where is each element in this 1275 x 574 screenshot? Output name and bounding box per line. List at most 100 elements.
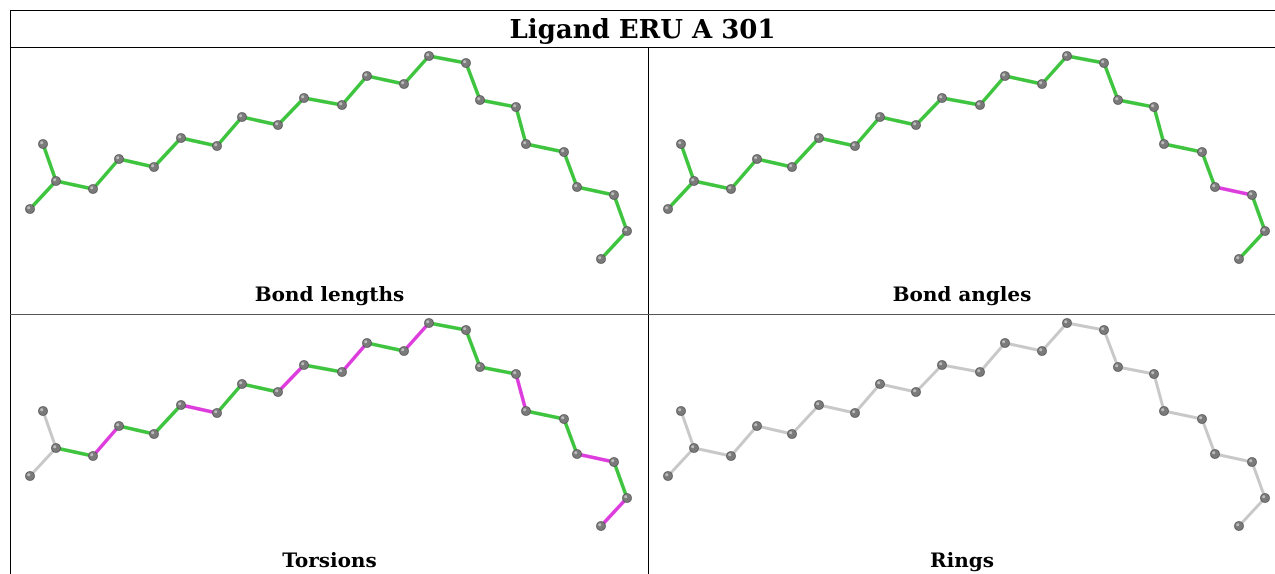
- atom-highlight: [27, 473, 31, 477]
- atom: [176, 400, 186, 410]
- atom-highlight: [178, 402, 182, 406]
- atom-highlight: [665, 473, 669, 477]
- atom-highlight: [1161, 141, 1165, 145]
- bond-angles-structure: [663, 51, 1270, 264]
- atom: [1062, 318, 1072, 328]
- atom: [25, 471, 35, 481]
- atom-highlight: [53, 178, 57, 182]
- atom-highlight: [1212, 451, 1216, 455]
- atom-highlight: [852, 143, 856, 147]
- atom: [475, 362, 485, 372]
- atom-highlight: [728, 186, 732, 190]
- atom-highlight: [90, 453, 94, 457]
- atom-highlight: [913, 389, 917, 393]
- atom: [399, 79, 409, 89]
- atom: [559, 147, 569, 157]
- atom: [663, 471, 673, 481]
- atom: [1149, 369, 1159, 379]
- atom: [622, 226, 632, 236]
- atom: [1099, 325, 1109, 335]
- atom: [475, 95, 485, 105]
- atom: [572, 449, 582, 459]
- atom: [596, 254, 606, 264]
- atom: [424, 318, 434, 328]
- atom: [1234, 254, 1244, 264]
- atom-highlight: [977, 369, 981, 373]
- atom-highlight: [523, 408, 527, 412]
- caption-rings: Rings: [929, 548, 994, 572]
- atom-highlight: [513, 104, 517, 108]
- atom: [663, 204, 673, 214]
- atom: [362, 71, 372, 81]
- atom-highlight: [90, 186, 94, 190]
- atom: [149, 429, 159, 439]
- atom: [337, 100, 347, 110]
- atom: [212, 408, 222, 418]
- atom-highlight: [40, 141, 44, 145]
- atom-highlight: [40, 408, 44, 412]
- atom: [399, 346, 409, 356]
- atom: [911, 120, 921, 130]
- atom: [38, 406, 48, 416]
- atom-highlight: [1151, 371, 1155, 375]
- atom-highlight: [239, 114, 243, 118]
- atom: [622, 493, 632, 503]
- atom-highlight: [789, 164, 793, 168]
- atom: [676, 139, 686, 149]
- atom: [726, 451, 736, 461]
- atom-highlight: [598, 256, 602, 260]
- atom: [814, 400, 824, 410]
- atom: [511, 102, 521, 112]
- atom: [787, 429, 797, 439]
- atom-highlight: [239, 381, 243, 385]
- atom-highlight: [1212, 184, 1216, 188]
- bond-lengths-structure: [25, 51, 632, 264]
- atom-highlight: [678, 408, 682, 412]
- atom-highlight: [852, 410, 856, 414]
- atom-highlight: [477, 364, 481, 368]
- atom: [299, 93, 309, 103]
- atom: [875, 379, 885, 389]
- atom: [975, 100, 985, 110]
- atom: [424, 51, 434, 61]
- atom: [176, 133, 186, 143]
- top-border: [10, 10, 1275, 11]
- atom-highlight: [1101, 327, 1105, 331]
- atom-highlight: [877, 114, 881, 118]
- atom-highlight: [523, 141, 527, 145]
- atom: [461, 58, 471, 68]
- atom-highlight: [214, 410, 218, 414]
- atom: [273, 120, 283, 130]
- atom-highlight: [1101, 60, 1105, 64]
- center-divider: [648, 47, 649, 574]
- atom-highlight: [1262, 495, 1266, 499]
- atom: [1000, 71, 1010, 81]
- atom: [1159, 406, 1169, 416]
- atom: [911, 387, 921, 397]
- atom-highlight: [463, 327, 467, 331]
- atom: [212, 141, 222, 151]
- atom-highlight: [116, 156, 120, 160]
- rings-structure: [663, 318, 1270, 531]
- atom-highlight: [513, 371, 517, 375]
- atom: [1000, 338, 1010, 348]
- atom: [1260, 226, 1270, 236]
- figure-title: Ligand ERU A 301: [509, 15, 776, 45]
- atom-highlight: [53, 445, 57, 449]
- atom-highlight: [1151, 104, 1155, 108]
- atom: [38, 139, 48, 149]
- atom-highlight: [939, 95, 943, 99]
- atom: [114, 421, 124, 431]
- atom: [1062, 51, 1072, 61]
- atom-highlight: [1039, 348, 1043, 352]
- atom-highlight: [1236, 256, 1240, 260]
- atom: [726, 184, 736, 194]
- atom-highlight: [1262, 228, 1266, 232]
- atom: [689, 176, 699, 186]
- atom-highlight: [1199, 149, 1203, 153]
- atom-highlight: [574, 451, 578, 455]
- atom-highlight: [1115, 364, 1119, 368]
- atom: [51, 443, 61, 453]
- caption-bond-angles: Bond angles: [892, 282, 1032, 306]
